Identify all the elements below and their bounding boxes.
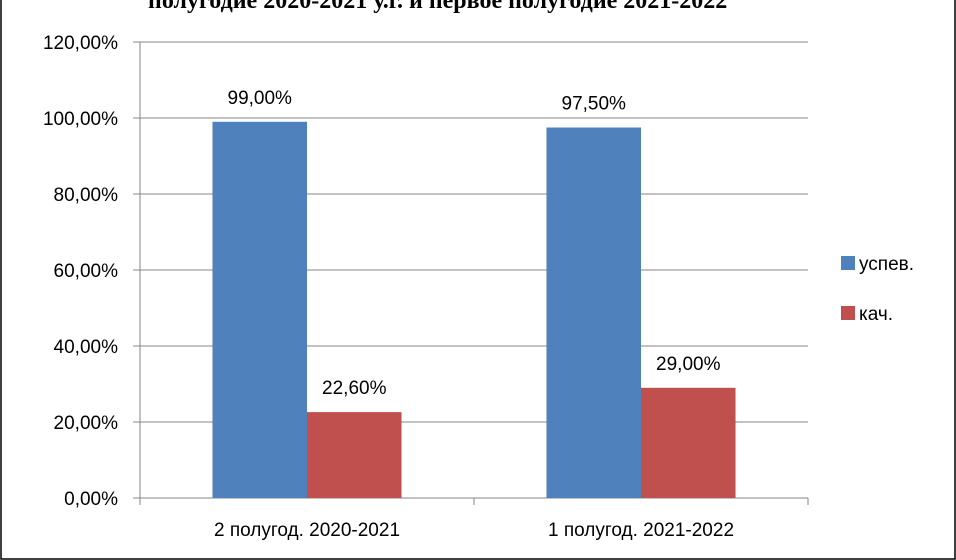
bar xyxy=(641,387,736,498)
x-tick-label: 2 полугод. 2020-2021 xyxy=(214,520,400,541)
value-label: 99,00% xyxy=(228,88,293,109)
legend-label: кач. xyxy=(859,304,893,325)
value-label: 22,60% xyxy=(322,378,387,399)
legend-swatch xyxy=(841,256,855,270)
bar xyxy=(212,121,307,499)
y-tick-label: 120,00% xyxy=(43,33,118,54)
legend-label: успев. xyxy=(859,254,914,275)
y-tick-label: 60,00% xyxy=(54,261,119,282)
x-tick-label: 1 полугод. 2021-2022 xyxy=(548,520,734,541)
y-tick-label: 20,00% xyxy=(54,413,119,434)
bar xyxy=(546,127,641,498)
legend-swatch xyxy=(841,306,855,320)
y-tick-label: 80,00% xyxy=(54,185,119,206)
chart-title: полугодие 2020-2021 у.г. и первое полуго… xyxy=(148,0,727,14)
bar xyxy=(307,412,402,498)
value-label: 97,50% xyxy=(562,94,627,115)
y-tick-label: 0,00% xyxy=(64,489,118,510)
value-label: 29,00% xyxy=(656,354,721,375)
y-tick-label: 40,00% xyxy=(54,337,119,358)
y-tick-label: 100,00% xyxy=(43,109,118,130)
